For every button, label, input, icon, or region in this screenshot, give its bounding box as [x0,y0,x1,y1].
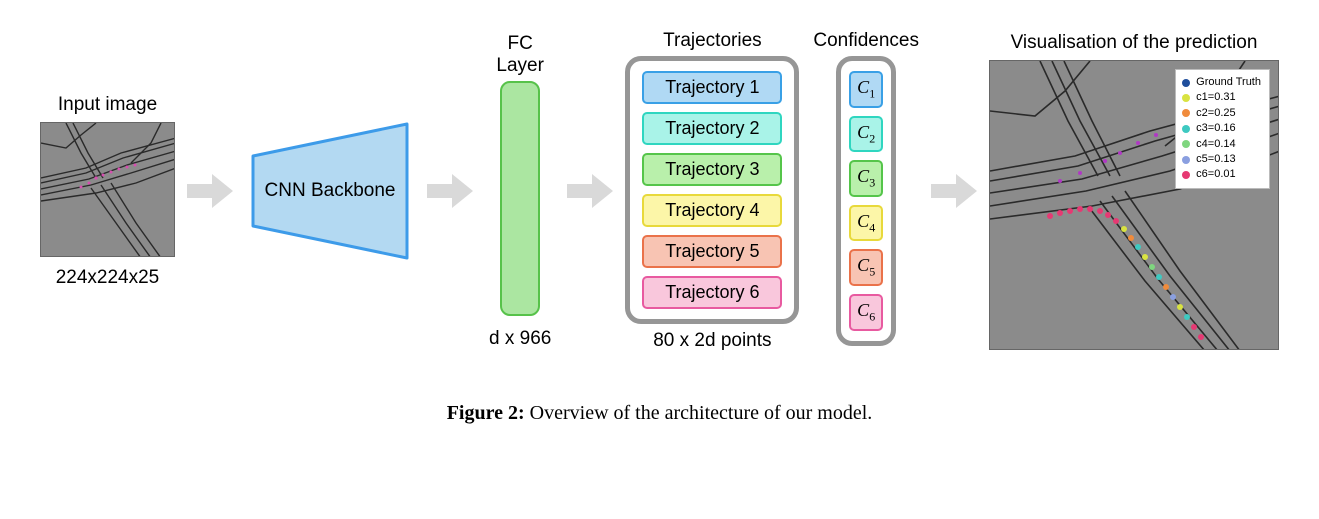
input-block: Input image [40,94,175,289]
legend-row: c1=0.31 [1182,90,1261,105]
arrow-icon [567,171,613,211]
legend-item-label: c6=0.01 [1196,167,1235,182]
trajectory-item: Trajectory 2 [642,112,782,145]
input-image [40,122,175,257]
fc-rect [500,81,540,316]
confidence-item: C4 [849,205,883,242]
architecture-diagram: Input image [40,30,1279,352]
cnn-block: CNN Backbone [245,116,415,266]
legend-row: c5=0.13 [1182,152,1261,167]
confidence-item: C2 [849,116,883,153]
legend-row: c2=0.25 [1182,106,1261,121]
arrow-icon [931,171,977,211]
input-label: Input image [58,94,157,116]
legend-dot-icon [1182,125,1190,133]
confidence-item: C6 [849,294,883,331]
trajectories-label: Trajectories [663,30,762,52]
legend-dot-icon [1182,94,1190,102]
caption-text: Overview of the architecture of our mode… [525,402,873,424]
cnn-label: CNN Backbone [265,180,396,202]
arrow-icon [427,171,473,211]
visualisation-label: Visualisation of the prediction [1011,32,1258,54]
trajectory-item: Trajectory 6 [642,276,782,309]
legend-item-label: c5=0.13 [1196,152,1235,167]
visualisation-image: Ground Truthc1=0.31c2=0.25c3=0.16c4=0.14… [989,60,1279,350]
trajectory-item: Trajectory 4 [642,194,782,227]
legend-dot-icon [1182,79,1190,87]
legend-row: c4=0.14 [1182,137,1261,152]
legend-item-label: Ground Truth [1196,75,1261,90]
confidence-item: C1 [849,71,883,108]
legend-item-label: c2=0.25 [1196,106,1235,121]
confidence-item: C5 [849,249,883,286]
outputs-block: Trajectories Trajectory 1Trajectory 2Tra… [625,30,919,352]
caption-bold: Figure 2: [447,402,525,424]
legend-item-label: c3=0.16 [1196,121,1235,136]
fc-dim: d x 966 [489,328,551,350]
confidences-col: Confidences C1 C2 C3 C4 C5 C6 [813,30,919,346]
input-dim: 224x224x25 [56,267,160,289]
legend-row: c6=0.01 [1182,167,1261,182]
legend-dot-icon [1182,109,1190,117]
trajectory-item: Trajectory 1 [642,71,782,104]
trajectory-item: Trajectory 3 [642,153,782,186]
legend-dot-icon [1182,140,1190,148]
legend-item-label: c4=0.14 [1196,137,1235,152]
trajectory-item: Trajectory 5 [642,235,782,268]
legend-row: Ground Truth [1182,75,1261,90]
confidences-box: C1 C2 C3 C4 C5 C6 [836,56,896,346]
legend-row: c3=0.16 [1182,121,1261,136]
trajectories-col: Trajectories Trajectory 1Trajectory 2Tra… [625,30,799,352]
input-map-svg [41,123,175,257]
confidence-item: C3 [849,160,883,197]
legend: Ground Truthc1=0.31c2=0.25c3=0.16c4=0.14… [1175,69,1270,189]
arrow-icon [187,171,233,211]
legend-dot-icon [1182,171,1190,179]
confidences-label: Confidences [813,30,919,52]
legend-item-label: c1=0.31 [1196,90,1235,105]
legend-dot-icon [1182,156,1190,164]
figure-caption: Figure 2: Overview of the architecture o… [40,402,1279,425]
fc-label: FC Layer [485,33,555,77]
trajectories-sub: 80 x 2d points [653,330,771,352]
visualisation-block: Visualisation of the prediction [989,32,1279,350]
fc-block: FC Layer d x 966 [485,33,555,350]
trajectories-box: Trajectory 1 Trajectory 2 Trajectory 3 Traj… [625,56,799,324]
